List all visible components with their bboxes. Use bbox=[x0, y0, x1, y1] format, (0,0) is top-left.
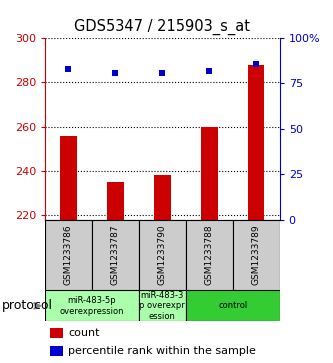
Point bbox=[160, 70, 165, 76]
Bar bbox=[139, 220, 186, 290]
Text: miR-483-3
p overexpr
ession: miR-483-3 p overexpr ession bbox=[140, 291, 185, 321]
Point bbox=[113, 70, 118, 76]
Bar bbox=[50, 346, 63, 356]
Bar bbox=[50, 328, 63, 338]
Bar bbox=[139, 290, 186, 321]
Bar bbox=[45, 290, 139, 321]
Text: GSM1233790: GSM1233790 bbox=[158, 225, 167, 285]
Bar bbox=[186, 220, 233, 290]
Bar bbox=[233, 220, 280, 290]
Text: GSM1233788: GSM1233788 bbox=[205, 225, 214, 285]
Bar bbox=[60, 135, 77, 220]
Bar bbox=[248, 65, 264, 220]
Text: miR-483-5p
overexpression: miR-483-5p overexpression bbox=[60, 296, 124, 315]
Text: count: count bbox=[69, 328, 100, 338]
Bar bbox=[45, 220, 92, 290]
Bar bbox=[107, 182, 124, 220]
Text: GSM1233787: GSM1233787 bbox=[111, 225, 120, 285]
Bar bbox=[201, 127, 217, 220]
Bar bbox=[92, 220, 139, 290]
Point bbox=[206, 68, 212, 74]
Bar bbox=[186, 290, 280, 321]
Point bbox=[254, 61, 259, 66]
Text: control: control bbox=[218, 301, 247, 310]
Point bbox=[66, 66, 71, 72]
Text: protocol: protocol bbox=[2, 299, 53, 312]
Text: percentile rank within the sample: percentile rank within the sample bbox=[69, 346, 256, 356]
Bar bbox=[154, 175, 170, 220]
Text: GSM1233789: GSM1233789 bbox=[252, 225, 261, 285]
Text: GSM1233786: GSM1233786 bbox=[64, 225, 73, 285]
Title: GDS5347 / 215903_s_at: GDS5347 / 215903_s_at bbox=[74, 19, 250, 35]
